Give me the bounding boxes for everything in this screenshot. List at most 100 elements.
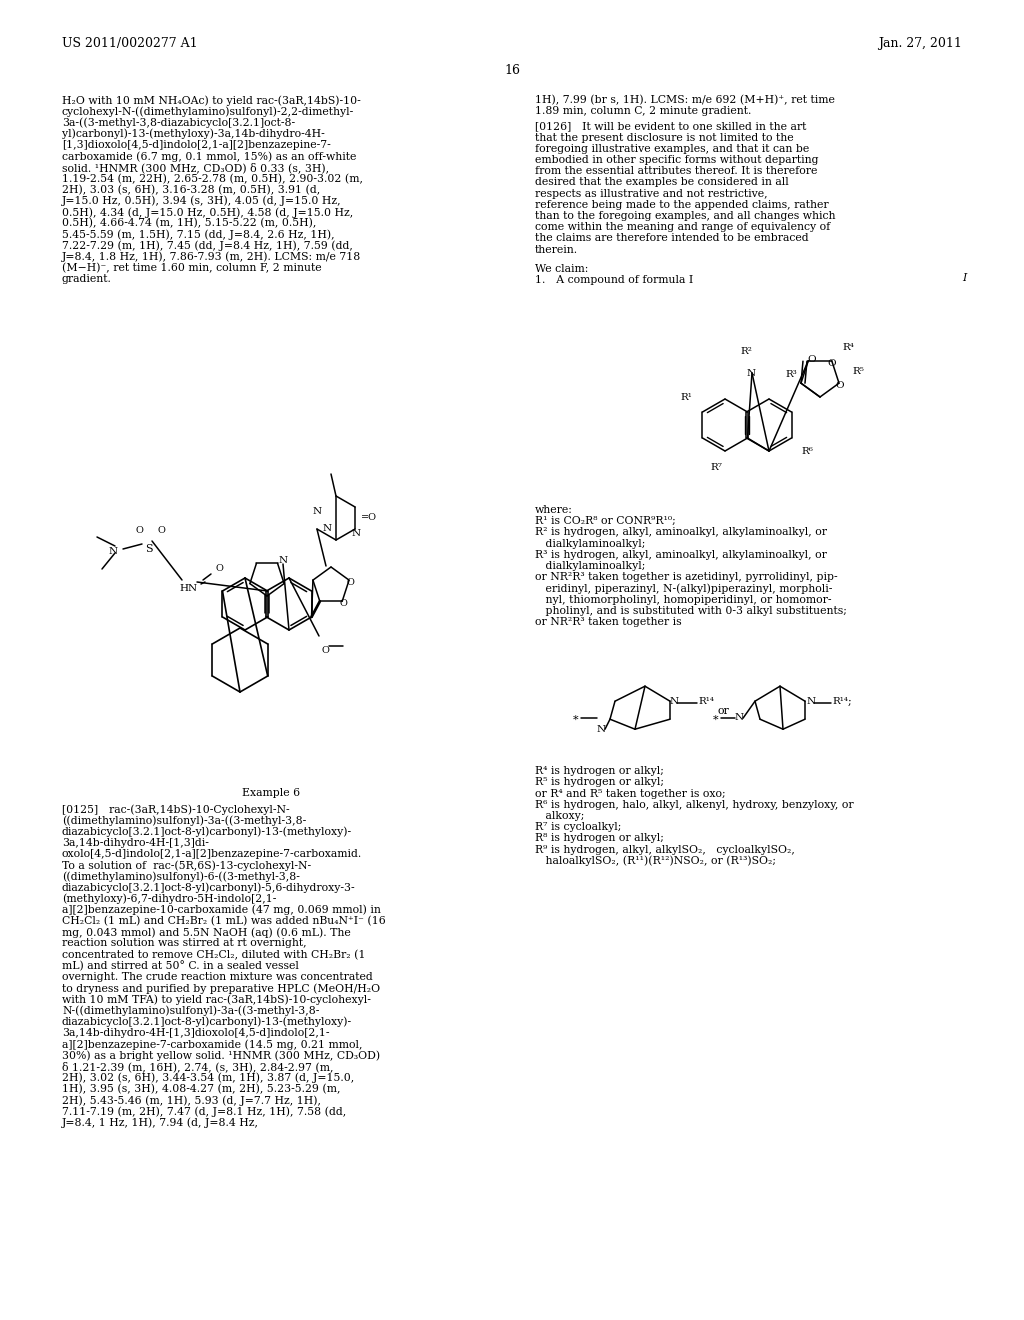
Text: to dryness and purified by preparative HPLC (MeOH/H₂O: to dryness and purified by preparative H…	[62, 983, 380, 994]
Text: embodied in other specific forms without departing: embodied in other specific forms without…	[535, 154, 818, 165]
Text: *: *	[573, 715, 579, 725]
Text: dialkylaminoalkyl;: dialkylaminoalkyl;	[535, 539, 645, 549]
Text: HN: HN	[179, 583, 198, 593]
Text: where:: where:	[535, 506, 572, 515]
Text: R³: R³	[785, 370, 797, 379]
Text: [1,3]dioxolo[4,5-d]indolo[2,1-a][2]benzazepine-7-: [1,3]dioxolo[4,5-d]indolo[2,1-a][2]benza…	[62, 140, 331, 149]
Text: 3a-((3-methyl-3,8-diazabicyclo[3.2.1]oct-8-: 3a-((3-methyl-3,8-diazabicyclo[3.2.1]oct…	[62, 117, 295, 128]
Text: N: N	[735, 713, 744, 722]
Text: 30%) as a bright yellow solid. ¹HNMR (300 MHz, CD₃OD): 30%) as a bright yellow solid. ¹HNMR (30…	[62, 1051, 380, 1061]
Text: carboxamide (6.7 mg, 0.1 mmol, 15%) as an off-white: carboxamide (6.7 mg, 0.1 mmol, 15%) as a…	[62, 150, 356, 161]
Text: haloalkylSO₂, (R¹¹)(R¹²)NSO₂, or (R¹³)SO₂;: haloalkylSO₂, (R¹¹)(R¹²)NSO₂, or (R¹³)SO…	[535, 855, 776, 866]
Text: 5.45-5.59 (m, 1.5H), 7.15 (dd, J=8.4, 2.6 Hz, 1H),: 5.45-5.59 (m, 1.5H), 7.15 (dd, J=8.4, 2.…	[62, 230, 335, 240]
Text: 1H), 7.99 (br s, 1H). LCMS: m/e 692 (M+H)⁺, ret time: 1H), 7.99 (br s, 1H). LCMS: m/e 692 (M+H…	[535, 95, 835, 106]
Text: the claims are therefore intended to be embraced: the claims are therefore intended to be …	[535, 234, 809, 243]
Text: 0.5H), 4.66-4.74 (m, 1H), 5.15-5.22 (m, 0.5H),: 0.5H), 4.66-4.74 (m, 1H), 5.15-5.22 (m, …	[62, 218, 316, 228]
Text: R⁸ is hydrogen or alkyl;: R⁸ is hydrogen or alkyl;	[535, 833, 664, 843]
Text: respects as illustrative and not restrictive,: respects as illustrative and not restric…	[535, 189, 768, 198]
Text: a][2]benzazepine-10-carboxamide (47 mg, 0.069 mmol) in: a][2]benzazepine-10-carboxamide (47 mg, …	[62, 904, 381, 915]
Text: 1H), 3.95 (s, 3H), 4.08-4.27 (m, 2H), 5.23-5.29 (m,: 1H), 3.95 (s, 3H), 4.08-4.27 (m, 2H), 5.…	[62, 1084, 341, 1094]
Text: ((dimethylamino)sulfonyl)-3a-((3-methyl-3,8-: ((dimethylamino)sulfonyl)-3a-((3-methyl-…	[62, 816, 306, 826]
Text: or R⁴ and R⁵ taken together is oxo;: or R⁴ and R⁵ taken together is oxo;	[535, 788, 726, 799]
Text: a][2]benzazepine-7-carboxamide (14.5 mg, 0.21 mmol,: a][2]benzazepine-7-carboxamide (14.5 mg,…	[62, 1039, 362, 1049]
Text: R⁵ is hydrogen or alkyl;: R⁵ is hydrogen or alkyl;	[535, 777, 664, 788]
Text: ;: ;	[848, 697, 852, 708]
Text: We claim:: We claim:	[535, 264, 589, 273]
Text: N: N	[279, 556, 288, 565]
Text: R³ is hydrogen, alkyl, aminoalkyl, alkylaminoalkyl, or: R³ is hydrogen, alkyl, aminoalkyl, alkyl…	[535, 550, 826, 560]
Text: 2H), 5.43-5.46 (m, 1H), 5.93 (d, J=7.7 Hz, 1H),: 2H), 5.43-5.46 (m, 1H), 5.93 (d, J=7.7 H…	[62, 1096, 321, 1106]
Text: I: I	[962, 273, 967, 282]
Text: R⁶: R⁶	[801, 447, 813, 455]
Text: solid. ¹HNMR (300 MHz, CD₃OD) δ 0.33 (s, 3H),: solid. ¹HNMR (300 MHz, CD₃OD) δ 0.33 (s,…	[62, 162, 329, 173]
Text: 7.11-7.19 (m, 2H), 7.47 (d, J=8.1 Hz, 1H), 7.58 (dd,: 7.11-7.19 (m, 2H), 7.47 (d, J=8.1 Hz, 1H…	[62, 1106, 346, 1117]
Text: O: O	[827, 359, 837, 368]
Text: [0126] It will be evident to one skilled in the art: [0126] It will be evident to one skilled…	[535, 121, 806, 132]
Text: (methyloxy)-6,7-dihydro-5H-indolo[2,1-: (methyloxy)-6,7-dihydro-5H-indolo[2,1-	[62, 894, 276, 904]
Text: R² is hydrogen, alkyl, aminoalkyl, alkylaminoalkyl, or: R² is hydrogen, alkyl, aminoalkyl, alkyl…	[535, 528, 827, 537]
Text: concentrated to remove CH₂Cl₂, diluted with CH₂Br₂ (1: concentrated to remove CH₂Cl₂, diluted w…	[62, 949, 366, 960]
Text: Example 6: Example 6	[242, 788, 300, 799]
Text: 3a,14b-dihydro-4H-[1,3]di-: 3a,14b-dihydro-4H-[1,3]di-	[62, 838, 209, 847]
Text: J=8.4, 1.8 Hz, 1H), 7.86-7.93 (m, 2H). LCMS: m/e 718: J=8.4, 1.8 Hz, 1H), 7.86-7.93 (m, 2H). L…	[62, 252, 361, 263]
Text: N: N	[323, 524, 332, 533]
Text: US 2011/0020277 A1: US 2011/0020277 A1	[62, 37, 198, 50]
Text: reaction solution was stirred at rt overnight,: reaction solution was stirred at rt over…	[62, 939, 306, 948]
Text: 3a,14b-dihydro-4H-[1,3]dioxolo[4,5-d]indolo[2,1-: 3a,14b-dihydro-4H-[1,3]dioxolo[4,5-d]ind…	[62, 1028, 330, 1038]
Text: 2H), 3.03 (s, 6H), 3.16-3.28 (m, 0.5H), 3.91 (d,: 2H), 3.03 (s, 6H), 3.16-3.28 (m, 0.5H), …	[62, 185, 321, 195]
Text: come within the meaning and range of equivalency of: come within the meaning and range of equ…	[535, 222, 830, 232]
Text: N: N	[670, 697, 679, 706]
Text: eridinyl, piperazinyl, N-(alkyl)piperazinyl, morpholi-: eridinyl, piperazinyl, N-(alkyl)piperazi…	[535, 583, 833, 594]
Text: or: or	[717, 706, 729, 717]
Text: O: O	[215, 564, 223, 573]
Text: N: N	[313, 507, 323, 516]
Text: N: N	[351, 529, 360, 539]
Text: O: O	[807, 355, 815, 364]
Text: R⁹ is hydrogen, alkyl, alkylSO₂,   cycloalkylSO₂,: R⁹ is hydrogen, alkyl, alkylSO₂, cycloal…	[535, 845, 795, 854]
Text: R⁶ is hydrogen, halo, alkyl, alkenyl, hydroxy, benzyloxy, or: R⁶ is hydrogen, halo, alkyl, alkenyl, hy…	[535, 800, 854, 809]
Text: desired that the examples be considered in all: desired that the examples be considered …	[535, 177, 788, 187]
Text: alkoxy;: alkoxy;	[535, 810, 585, 821]
Text: 0.5H), 4.34 (d, J=15.0 Hz, 0.5H), 4.58 (d, J=15.0 Hz,: 0.5H), 4.34 (d, J=15.0 Hz, 0.5H), 4.58 (…	[62, 207, 353, 218]
Text: or NR²R³ taken together is azetidinyl, pyrrolidinyl, pip-: or NR²R³ taken together is azetidinyl, p…	[535, 572, 838, 582]
Text: R⁴: R⁴	[842, 343, 854, 352]
Text: cyclohexyl-N-((dimethylamino)sulfonyl)-2,2-dimethyl-: cyclohexyl-N-((dimethylamino)sulfonyl)-2…	[62, 106, 354, 116]
Text: δ 1.21-2.39 (m, 16H), 2.74, (s, 3H), 2.84-2.97 (m,: δ 1.21-2.39 (m, 16H), 2.74, (s, 3H), 2.8…	[62, 1061, 334, 1072]
Text: =O: =O	[361, 513, 377, 521]
Text: overnight. The crude reaction mixture was concentrated: overnight. The crude reaction mixture wa…	[62, 972, 373, 982]
Text: R¹: R¹	[680, 393, 692, 403]
Text: [0125] rac-(3aR,14bS)-10-Cyclohexyl-N-: [0125] rac-(3aR,14bS)-10-Cyclohexyl-N-	[62, 804, 290, 814]
Text: H₂O with 10 mM NH₄OAc) to yield rac-(3aR,14bS)-10-: H₂O with 10 mM NH₄OAc) to yield rac-(3aR…	[62, 95, 360, 106]
Text: (M−H)⁻, ret time 1.60 min, column F, 2 minute: (M−H)⁻, ret time 1.60 min, column F, 2 m…	[62, 263, 322, 273]
Text: R⁵: R⁵	[852, 367, 864, 376]
Text: gradient.: gradient.	[62, 275, 112, 284]
Text: *: *	[713, 715, 719, 725]
Text: 16: 16	[504, 63, 520, 77]
Text: that the present disclosure is not limited to the: that the present disclosure is not limit…	[535, 132, 794, 143]
Text: R²: R²	[740, 347, 752, 356]
Text: R¹ is CO₂R⁸ or CONR⁹R¹⁰;: R¹ is CO₂R⁸ or CONR⁹R¹⁰;	[535, 516, 676, 527]
Text: J=15.0 Hz, 0.5H), 3.94 (s, 3H), 4.05 (d, J=15.0 Hz,: J=15.0 Hz, 0.5H), 3.94 (s, 3H), 4.05 (d,…	[62, 195, 342, 206]
Text: N-((dimethylamino)sulfonyl)-3a-((3-methyl-3,8-: N-((dimethylamino)sulfonyl)-3a-((3-methy…	[62, 1006, 319, 1016]
Text: 7.22-7.29 (m, 1H), 7.45 (dd, J=8.4 Hz, 1H), 7.59 (dd,: 7.22-7.29 (m, 1H), 7.45 (dd, J=8.4 Hz, 1…	[62, 240, 353, 251]
Text: N: N	[109, 546, 118, 556]
Text: mL) and stirred at 50° C. in a sealed vessel: mL) and stirred at 50° C. in a sealed ve…	[62, 961, 299, 972]
Text: pholinyl, and is substituted with 0-3 alkyl substituents;: pholinyl, and is substituted with 0-3 al…	[535, 606, 847, 616]
Text: O: O	[135, 525, 143, 535]
Text: J=8.4, 1 Hz, 1H), 7.94 (d, J=8.4 Hz,: J=8.4, 1 Hz, 1H), 7.94 (d, J=8.4 Hz,	[62, 1118, 259, 1129]
Text: dialkylaminoalkyl;: dialkylaminoalkyl;	[535, 561, 645, 572]
Text: O: O	[157, 525, 165, 535]
Text: CH₂Cl₂ (1 mL) and CH₂Br₂ (1 mL) was added nBu₄N⁺I⁻ (16: CH₂Cl₂ (1 mL) and CH₂Br₂ (1 mL) was adde…	[62, 916, 386, 927]
Text: diazabicyclo[3.2.1]oct-8-yl)carbonyl)-13-(methyloxy)-: diazabicyclo[3.2.1]oct-8-yl)carbonyl)-13…	[62, 1016, 352, 1027]
Text: 1. A compound of formula I: 1. A compound of formula I	[535, 275, 693, 285]
Text: nyl, thiomorpholinyl, homopiperidinyl, or homomor-: nyl, thiomorpholinyl, homopiperidinyl, o…	[535, 594, 831, 605]
Text: than to the foregoing examples, and all changes which: than to the foregoing examples, and all …	[535, 211, 836, 220]
Text: S: S	[145, 544, 153, 554]
Text: R¹⁴: R¹⁴	[698, 697, 714, 706]
Text: N: N	[807, 697, 816, 706]
Text: R⁷: R⁷	[710, 463, 722, 473]
Text: N: N	[746, 370, 756, 378]
Text: from the essential attributes thereof. It is therefore: from the essential attributes thereof. I…	[535, 166, 817, 176]
Text: O: O	[321, 645, 329, 655]
Text: O: O	[835, 381, 844, 391]
